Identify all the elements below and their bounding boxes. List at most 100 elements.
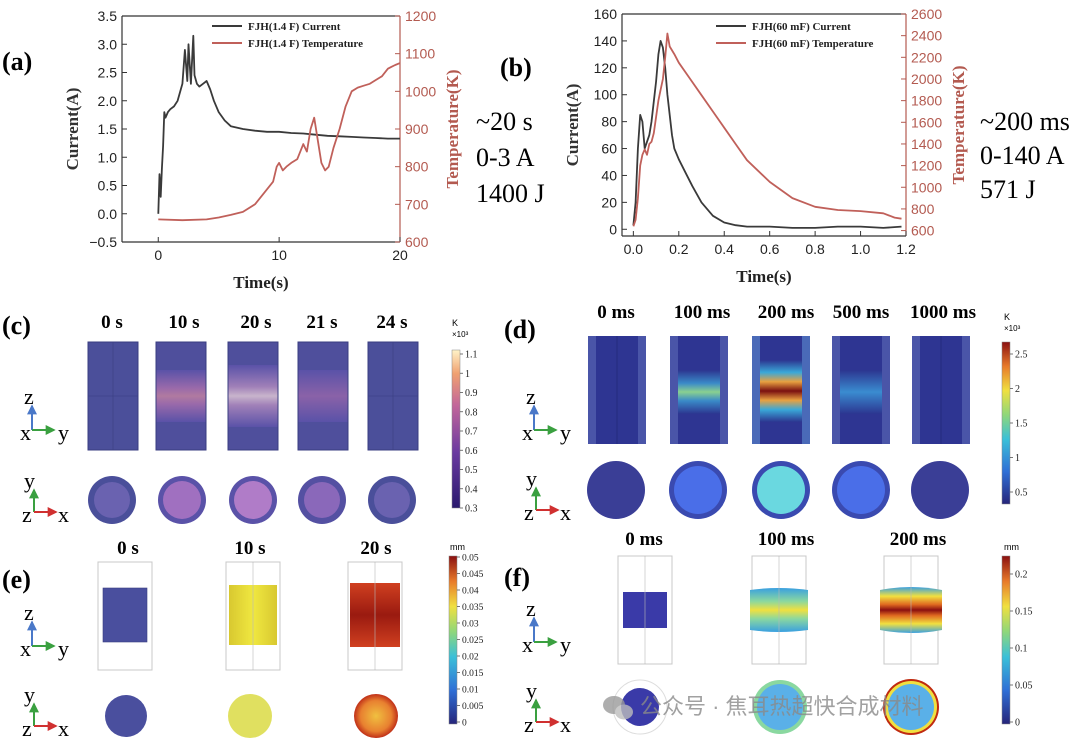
colorbar-tick-label: 0.7 (465, 427, 478, 438)
annot-a-current: 0-3 A (476, 143, 535, 172)
panel-d-discs (587, 461, 969, 519)
y2-axis-title: Temperature(K) (443, 70, 462, 189)
triad-d-x-label: x (522, 420, 533, 445)
y2-tick-label: 900 (405, 121, 429, 137)
c-time-4: 24 s (376, 312, 407, 333)
colorbar-e-unit: mm (450, 542, 465, 552)
x-tick-label: 0.2 (669, 241, 689, 257)
y-tick-label: 1.5 (98, 121, 118, 137)
colorbar-tick-label: 0 (1015, 718, 1020, 729)
y2-tick-label: 1600 (911, 114, 942, 130)
colorbar-d: K ×10³ 2.5 2 1.5 1 0.5 (1001, 312, 1028, 505)
e-cyl-0s (97, 561, 153, 671)
y-axis-title: Current(A) (563, 84, 582, 167)
f-time-1: 100 ms (758, 529, 814, 550)
triad-f-x-label: x (522, 632, 533, 657)
series-line-current (632, 40, 902, 229)
e-cyl-20s (347, 561, 403, 671)
y2-axis-title: Temperature(K) (949, 66, 968, 185)
colorbar-tick-label: 2 (1015, 384, 1020, 395)
y2-tick-label: 1100 (405, 46, 435, 62)
x-tick-label: 10 (271, 247, 287, 263)
d-disc-0ms (587, 461, 645, 519)
triad-f2-y-label: y (526, 678, 537, 703)
y2-tick-label: 2200 (911, 49, 942, 65)
colorbar-c-unit: K (452, 318, 458, 328)
triad-f-y-label: y (560, 632, 571, 657)
legend-label: FJH(1.4 F) Temperature (248, 38, 363, 50)
y-tick-label: 3.5 (98, 8, 118, 24)
colorbar-c: K ×10³ 1.1 1 0.9 0.8 0.7 0.6 0.5 0.4 0.3 (451, 318, 478, 515)
panel-a-letter: (a) (2, 47, 32, 76)
panel-e-letter: (e) (2, 565, 31, 594)
triad-c-z-label: z (24, 384, 34, 409)
panel-d-cylinders (588, 336, 970, 444)
colorbar-tick-label: 0.03 (462, 620, 479, 630)
e-time-1: 10 s (234, 538, 265, 559)
colorbar-tick-label: 0.2 (1015, 570, 1028, 581)
series-line-temperature (158, 62, 401, 222)
x-axis-title: Time(s) (233, 273, 288, 292)
colorbar-tick-label: 0.02 (462, 653, 479, 663)
colorbar-f: mm 0.2 0.15 0.1 0.05 0 (1001, 542, 1033, 729)
colorbar-tick-label: 1.1 (465, 350, 478, 361)
series-line-temperature (632, 32, 902, 227)
colorbar-tick-label: 0.01 (462, 686, 479, 696)
e-time-2: 20 s (360, 538, 391, 559)
triad-e-zy: z x y (20, 600, 69, 661)
f-cyl-200ms (880, 555, 942, 665)
y2-tick-label: 800 (405, 159, 429, 175)
chart-a: 0 10 20 −0.5 0.0 0.5 1.0 1.5 2.0 2.5 3.0 3.5 600 700 8… (63, 8, 462, 292)
triad-e2-x-label: x (58, 716, 69, 741)
chart-b: 0.0 0.2 0.4 0.6 0.8 1.0 1.2 0 20 40 60 80 100 120 140 1… (563, 6, 968, 286)
watermark: 公众号 · 焦耳热超快合成材料 (603, 694, 924, 720)
d-time-3: 500 ms (833, 302, 889, 323)
panel-c-cylinders (87, 341, 419, 451)
colorbar-tick-label: 0.015 (462, 669, 484, 679)
y2-tick-label: 1800 (911, 93, 942, 109)
colorbar-d-exp: ×10³ (1004, 324, 1021, 333)
triad-e-z-label: z (24, 600, 34, 625)
triad-d-y-label: y (560, 420, 571, 445)
triad-d2-z-label: z (524, 500, 534, 525)
panel-f-discs (612, 679, 939, 735)
panel-a-annotations: ~20 s 0-3 A 1400 J (476, 107, 545, 208)
d-time-1: 100 ms (674, 302, 730, 323)
colorbar-tick-label: 0.045 (462, 570, 484, 580)
y-tick-label: 0.5 (98, 178, 118, 194)
panel-f-letter: (f) (504, 563, 530, 592)
y-tick-label: 3.0 (98, 36, 118, 52)
triad-c2-z-label: z (22, 502, 32, 527)
x-tick-label: 0.8 (805, 241, 825, 257)
panel-f-time-labels: 0 ms 100 ms 200 ms (625, 529, 946, 550)
colorbar-tick-label: 0.035 (462, 603, 484, 613)
panel-c-time-labels: 0 s 10 s 20 s 21 s 24 s (101, 312, 407, 333)
colorbar-tick-label: 1.5 (1015, 419, 1028, 430)
watermark-text: 公众号 · 焦耳热超快合成材料 (640, 694, 924, 719)
y-tick-label: 2.5 (98, 65, 118, 81)
d-cyl-1000ms (912, 336, 970, 444)
e-cyl-10s (225, 561, 281, 671)
c-cyl-24s (367, 341, 419, 451)
panel-c-letter: (c) (2, 311, 31, 340)
triad-d-yx: y z x (524, 466, 571, 525)
y-tick-label: 20 (601, 194, 617, 210)
triad-e2-y-label: y (24, 682, 35, 707)
y2-tick-label: 800 (911, 201, 935, 217)
triad-e-yx: y z x (22, 682, 69, 741)
triad-c-x-label: x (20, 420, 31, 445)
c-time-0: 0 s (101, 312, 123, 333)
y-tick-label: 160 (594, 6, 618, 22)
triad-d-zy: z x y (522, 384, 571, 445)
panel-e-time-labels: 0 s 10 s 20 s (117, 538, 391, 559)
colorbar-tick-label: 2.5 (1015, 350, 1028, 361)
triad-c-yx: y z x (22, 468, 69, 527)
e-time-0: 0 s (117, 538, 139, 559)
triad-f-zy: z x y (522, 596, 571, 657)
annot-a-duration: ~20 s (476, 107, 533, 136)
colorbar-tick-label: 0.05 (1015, 681, 1033, 692)
panel-c-discs (88, 476, 416, 524)
triad-d2-x-label: x (560, 500, 571, 525)
